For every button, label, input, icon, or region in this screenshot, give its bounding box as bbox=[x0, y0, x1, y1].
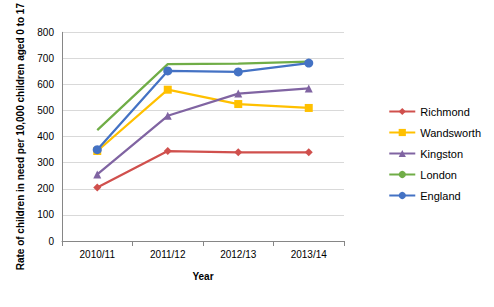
svg-text:800: 800 bbox=[37, 27, 54, 38]
svg-text:London: London bbox=[420, 169, 457, 181]
svg-text:2012/13: 2012/13 bbox=[220, 249, 257, 260]
svg-text:2011/12: 2011/12 bbox=[150, 249, 186, 260]
svg-text:Year: Year bbox=[192, 271, 213, 282]
svg-text:Wandsworth: Wandsworth bbox=[420, 127, 481, 139]
svg-text:500: 500 bbox=[37, 105, 54, 116]
svg-text:Rate of children in need per 1: Rate of children in need per 10,000 chil… bbox=[15, 3, 26, 271]
svg-text:100: 100 bbox=[37, 209, 54, 220]
svg-text:400: 400 bbox=[37, 131, 54, 142]
svg-text:England: England bbox=[420, 190, 460, 202]
svg-text:200: 200 bbox=[37, 183, 54, 194]
svg-text:600: 600 bbox=[37, 79, 54, 90]
svg-text:2010/11: 2010/11 bbox=[80, 249, 116, 260]
svg-text:Kingston: Kingston bbox=[420, 148, 463, 160]
svg-text:Richmond: Richmond bbox=[420, 106, 470, 118]
svg-text:300: 300 bbox=[37, 157, 54, 168]
svg-text:0: 0 bbox=[48, 236, 54, 247]
svg-text:2013/14: 2013/14 bbox=[291, 249, 328, 260]
svg-text:700: 700 bbox=[37, 53, 54, 64]
